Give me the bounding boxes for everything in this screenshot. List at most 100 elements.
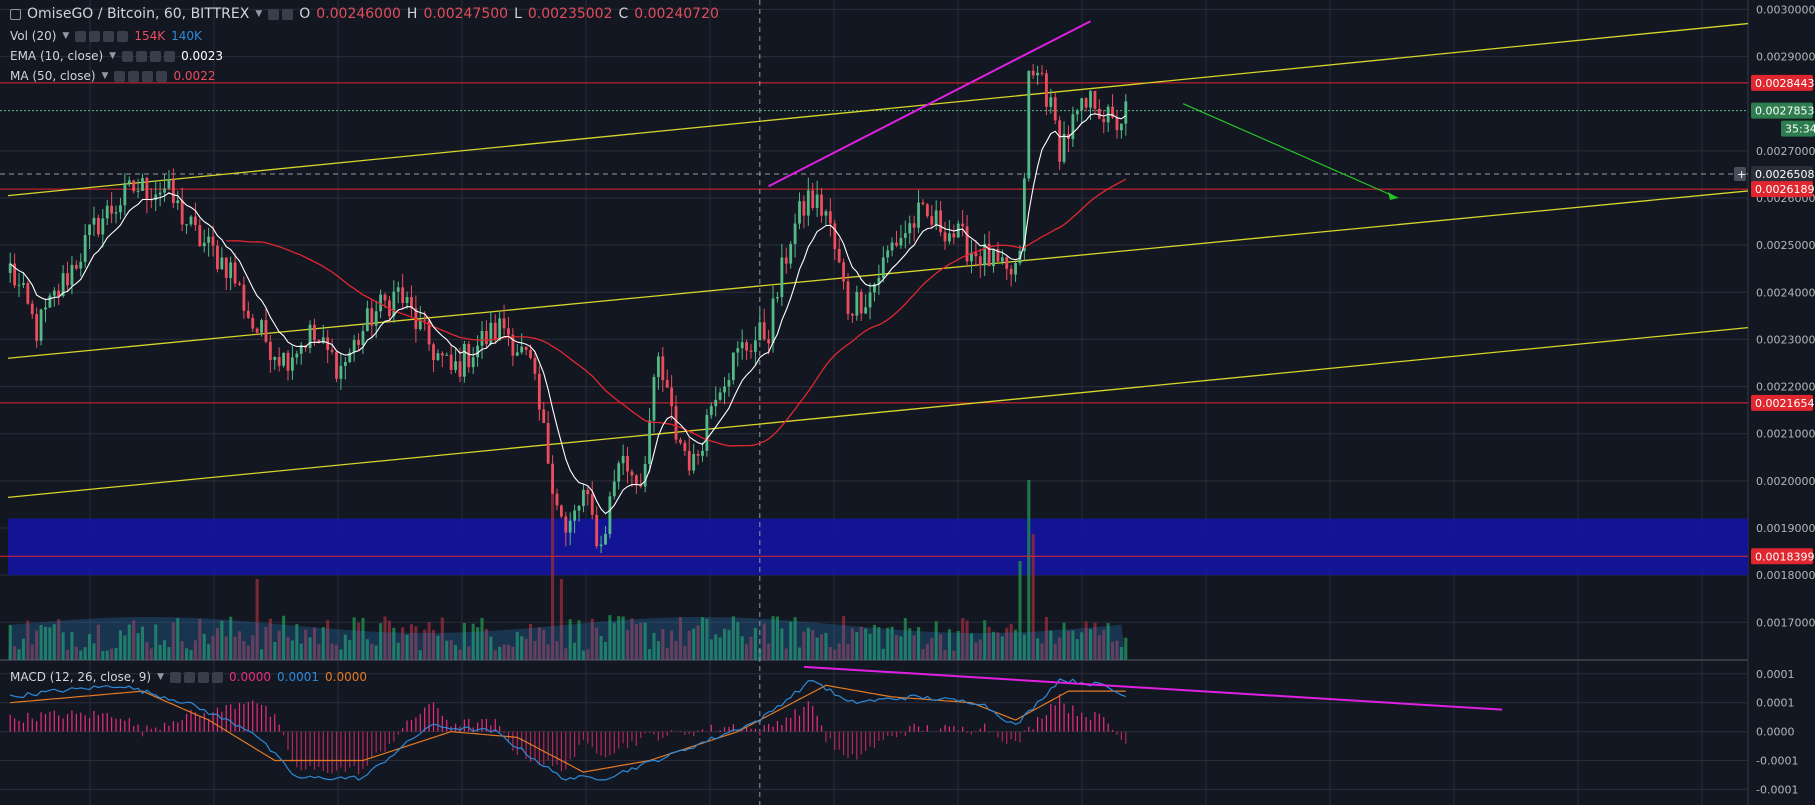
candle-body — [348, 352, 352, 362]
price-label-text: 0.00183995 — [1755, 550, 1815, 563]
volume-bar — [859, 626, 863, 660]
ema-controls[interactable] — [122, 50, 176, 62]
macd-histogram-bar — [36, 721, 38, 732]
volume-bar — [114, 647, 118, 660]
chevron-down-icon[interactable]: ▼ — [109, 51, 117, 61]
macd-histogram-bar — [547, 731, 549, 761]
macd-histogram-bar — [825, 731, 827, 743]
candle-body — [273, 357, 277, 360]
candle-body — [1102, 118, 1106, 123]
symbol-title[interactable]: OmiseGO / Bitcoin, 60, BITTREX — [27, 6, 250, 22]
macd-histogram-bar — [71, 710, 73, 732]
macd-histogram-bar — [895, 731, 898, 738]
candle-body — [1027, 70, 1031, 179]
candle-body — [286, 352, 290, 371]
volume-bar — [273, 641, 277, 660]
candle-body — [176, 200, 180, 204]
macd-histogram-bar — [384, 731, 386, 752]
macd-histogram-bar — [340, 731, 342, 768]
candle-body — [229, 262, 233, 279]
volume-bar — [877, 627, 881, 660]
low-value: 0.00235002 — [527, 6, 613, 22]
vol-controls[interactable] — [75, 30, 129, 42]
volume-bar — [458, 649, 462, 660]
volume-bar — [180, 641, 184, 660]
candle-body — [864, 307, 868, 314]
macd-histogram-bar — [860, 731, 862, 755]
candle-body — [709, 406, 713, 416]
macd-histogram-bar — [503, 731, 505, 734]
ema-label[interactable]: EMA (10, close) — [10, 49, 104, 63]
macd-histogram-bar — [49, 711, 51, 732]
macd-label[interactable]: MACD (12, 26, close, 9) — [10, 670, 152, 684]
volume-bar — [383, 616, 387, 660]
macd-histogram-bar — [812, 706, 814, 732]
open-value: 0.00246000 — [316, 6, 401, 22]
candle-body — [471, 357, 475, 368]
candle-body — [26, 282, 30, 304]
volume-bar — [35, 630, 39, 660]
macd-histogram-bar — [111, 717, 113, 732]
ma-line — [226, 178, 1127, 447]
candle-body — [542, 409, 546, 424]
volume-bar — [343, 634, 347, 660]
chevron-down-icon[interactable]: ▼ — [157, 672, 165, 682]
macd-histogram-bar — [917, 726, 920, 732]
macd-controls[interactable] — [170, 671, 224, 683]
volume-bar — [198, 618, 202, 660]
macd-histogram-bar — [84, 715, 86, 732]
candle-body — [352, 340, 356, 353]
macd-histogram-bar — [648, 731, 651, 733]
macd-histogram-bar — [635, 731, 637, 746]
volume-bar — [352, 617, 356, 660]
candle-body — [454, 361, 457, 371]
volume-bar — [471, 623, 475, 660]
volume-bar — [396, 642, 400, 660]
macd-histogram-bar — [1081, 712, 1083, 732]
macd-histogram-bar — [344, 731, 346, 772]
chevron-down-icon[interactable]: ▼ — [62, 31, 70, 41]
chevron-down-icon[interactable]: ▼ — [255, 9, 263, 19]
high-label: H — [406, 6, 418, 22]
macd-histogram-bar — [622, 731, 624, 744]
macd-histogram-bar — [979, 728, 981, 732]
macd-histogram-bar — [626, 731, 629, 749]
macd-histogram-bar — [208, 718, 210, 732]
symbol-icon[interactable] — [10, 8, 21, 20]
candle-body — [696, 453, 700, 456]
price-labels: 0.00284430 0.00278532 35:34 0.00265081 0.002… — [1734, 74, 1815, 565]
macd-histogram-bar — [997, 731, 999, 738]
ma-label[interactable]: MA (50, close) — [10, 69, 96, 83]
volume-bar — [987, 626, 991, 660]
macd-tick-label: 0.0001 — [1756, 697, 1795, 710]
candle-body — [476, 345, 480, 358]
macd-histogram-bar — [362, 731, 364, 769]
volume-bar — [286, 636, 290, 660]
candle-body — [401, 287, 405, 304]
candle-body — [1075, 110, 1079, 115]
volume-bar — [727, 629, 731, 660]
macd-histogram-bar — [424, 707, 426, 732]
symbol-controls[interactable] — [268, 8, 294, 20]
price-label-box — [1751, 166, 1813, 183]
candle-body — [621, 455, 625, 464]
volume-bar — [1124, 637, 1128, 660]
candle-body — [207, 236, 211, 243]
candle-body — [873, 284, 876, 293]
chevron-down-icon[interactable]: ▼ — [101, 71, 109, 81]
macd-histogram-bar — [58, 715, 60, 732]
macd-histogram-bar — [697, 730, 699, 732]
volume-bar — [617, 616, 621, 660]
macd-histogram-bar — [768, 723, 770, 732]
ma-value: 0.0022 — [173, 69, 216, 83]
macd-histogram-bar — [133, 726, 135, 732]
volume-bar — [440, 617, 444, 660]
volume-bar — [21, 638, 25, 660]
vol-label[interactable]: Vol (20) — [10, 29, 57, 43]
candle-body — [211, 236, 215, 246]
volume-bar — [542, 629, 546, 660]
ma-controls[interactable] — [114, 70, 168, 82]
volume-bar — [714, 634, 718, 660]
